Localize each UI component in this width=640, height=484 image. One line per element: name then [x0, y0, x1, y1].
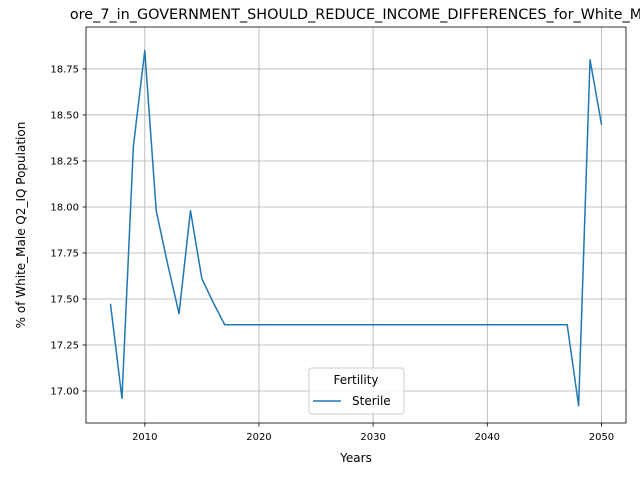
legend-label-sterile: Sterile [352, 394, 391, 408]
series-layer [109, 49, 603, 407]
y-tick-label: 18.00 [50, 203, 79, 214]
series-line-sterile [109, 49, 603, 407]
y-tick-label: 17.00 [50, 387, 79, 398]
legend-title: Fertility [333, 373, 378, 387]
y-tick-label: 18.75 [50, 65, 79, 76]
x-tick-label: 2020 [246, 432, 271, 443]
plot-frame [85, 26, 627, 424]
y-tick-label: 17.75 [50, 249, 79, 260]
y-tick-label: 17.25 [50, 341, 79, 352]
legend: Fertility Sterile [308, 367, 405, 415]
x-tick-label: 2010 [132, 432, 157, 443]
legend-box [308, 367, 405, 415]
x-axis: 2010 2020 2030 2040 2050 [132, 423, 614, 443]
y-axis-label: % of White_Male Q2_IQ Population [14, 122, 28, 329]
x-axis-label: Years [339, 451, 372, 465]
x-tick-label: 2050 [589, 432, 614, 443]
y-tick-label: 17.50 [50, 295, 79, 306]
y-tick-label: 18.25 [50, 157, 79, 168]
chart-title: ore_7_in_GOVERNMENT_SHOULD_REDUCE_INCOME… [70, 7, 640, 23]
x-tick-label: 2030 [360, 432, 385, 443]
y-tick-label: 18.50 [50, 111, 79, 122]
y-axis: 17.00 17.25 17.50 17.75 18.00 18.25 18.50 18.75 [50, 65, 86, 398]
x-tick-label: 2040 [475, 432, 500, 443]
